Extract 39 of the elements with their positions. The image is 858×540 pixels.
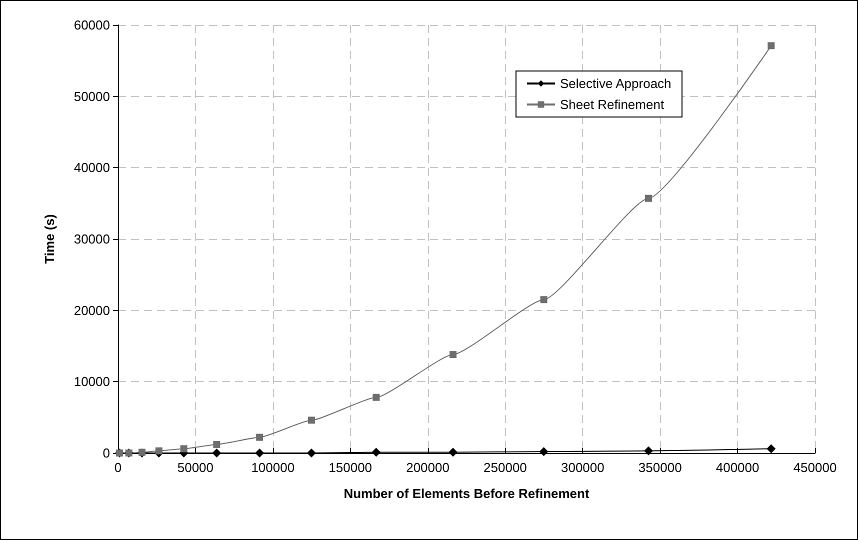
x-tick-label: 300000 [560,460,604,475]
y-tick-label: 20000 [74,302,110,318]
y-axis-title: Time (s) [42,214,57,264]
legend-label: Selective Approach [560,76,672,91]
point [644,446,653,456]
y-tick-label: 10000 [74,374,110,390]
point [450,351,457,358]
x-tick-label: 150000 [328,460,372,475]
x-tick-label: 250000 [484,460,527,475]
y-tick-label: 0 [102,446,110,460]
y-tick-label: 40000 [74,160,110,176]
x-tick-label: 0 [114,460,122,475]
point [768,42,775,50]
x-tick-label: 50000 [177,460,214,475]
point [256,434,264,441]
point [766,444,776,454]
point [448,448,458,457]
point [155,447,162,454]
point [180,445,188,452]
legend-label: Sheet Refinement [560,97,664,112]
point [372,448,381,457]
y-tick-label: 30000 [74,232,110,246]
x-tick-label: 450000 [793,460,837,475]
point [539,447,548,456]
x-tick-label: 200000 [406,460,450,475]
point [255,448,264,458]
x-tick-label: 100000 [251,460,295,475]
point [372,394,380,401]
y-tick-label: 60000 [74,18,110,32]
point [644,194,652,202]
x-axis-title: Number of Elements Before Refinement [344,486,590,501]
y-tick-label: 50000 [74,88,110,104]
point [540,296,548,304]
point [308,416,315,424]
point [306,448,316,458]
x-tick-label: 400000 [716,460,760,475]
point [213,440,220,448]
x-tick-label: 350000 [638,460,682,475]
point [212,448,222,458]
